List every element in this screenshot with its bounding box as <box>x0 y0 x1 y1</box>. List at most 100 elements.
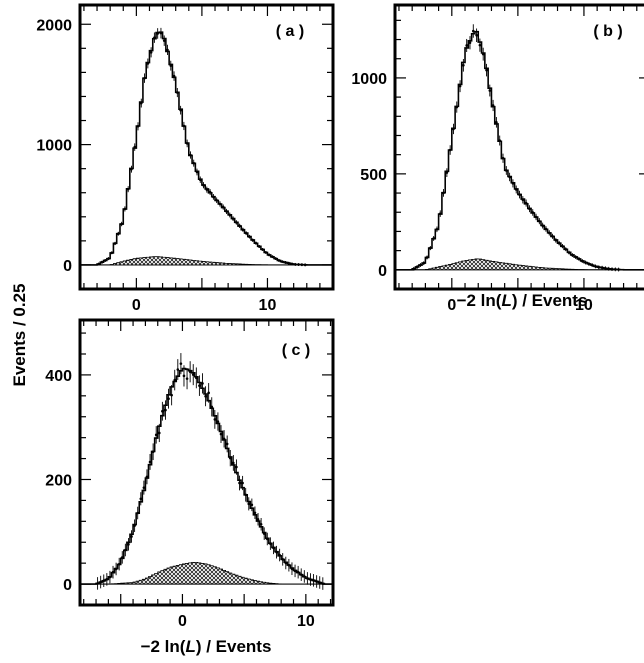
data-point <box>114 567 118 571</box>
data-point <box>136 124 140 128</box>
panel-c-ticks <box>80 320 333 606</box>
data-point <box>435 228 439 231</box>
data-point <box>262 532 266 535</box>
data-point <box>455 105 459 109</box>
data-point <box>290 567 294 570</box>
data-point <box>169 64 173 67</box>
data-point <box>235 221 238 224</box>
data-point <box>159 31 163 35</box>
data-point <box>126 187 130 191</box>
panel-a-ticks <box>80 5 334 290</box>
panel-a-fit-histogram <box>80 31 333 266</box>
data-point <box>600 266 604 270</box>
panel-b-x-tick-label: 10 <box>575 297 593 314</box>
data-point <box>541 224 544 227</box>
data-point <box>272 546 275 550</box>
data-point <box>228 213 232 217</box>
data-point <box>415 265 419 269</box>
panel-c-x-tick-label: 10 <box>297 613 315 630</box>
data-point <box>176 91 179 94</box>
panel-b-y-tick-label: 1000 <box>351 71 387 88</box>
data-point <box>256 517 260 521</box>
data-point <box>215 198 218 202</box>
data-point <box>442 191 445 195</box>
data-point <box>123 207 127 211</box>
data-point <box>265 537 269 541</box>
data-point <box>547 231 551 235</box>
panel-c-y-tick-label: 200 <box>45 472 72 489</box>
data-point <box>518 193 521 196</box>
data-point <box>113 242 117 245</box>
data-point <box>247 502 251 506</box>
data-point <box>514 188 518 191</box>
data-point <box>244 231 248 235</box>
data-point <box>312 579 315 582</box>
data-point <box>524 201 528 205</box>
data-point <box>225 442 229 446</box>
data-point <box>275 550 278 554</box>
data-point <box>139 101 143 105</box>
panel-b-x-axis-label: −2 ln(L) / Events <box>457 291 588 310</box>
data-point <box>293 569 297 573</box>
data-point <box>551 234 554 238</box>
data-point <box>133 145 137 149</box>
data-point <box>574 255 577 259</box>
panel-c-frame <box>78 318 335 607</box>
panel-b-background-area <box>395 258 644 271</box>
data-point <box>143 76 146 80</box>
panel-a-x-tick-label: 0 <box>132 297 141 314</box>
data-point <box>238 224 241 228</box>
data-point <box>241 228 245 232</box>
data-point <box>204 394 207 398</box>
data-point <box>179 108 182 112</box>
data-point <box>561 244 564 248</box>
data-point <box>210 405 214 409</box>
data-point <box>471 29 475 33</box>
panel-b-ticks <box>395 5 644 290</box>
data-point <box>139 497 143 501</box>
data-point <box>269 542 272 545</box>
data-point <box>97 262 100 266</box>
data-point <box>133 524 136 527</box>
data-point <box>231 217 235 220</box>
data-point <box>478 43 482 47</box>
data-point <box>182 124 186 128</box>
data-point <box>422 261 426 265</box>
data-point <box>250 503 254 507</box>
data-point <box>296 570 300 574</box>
data-point <box>213 418 217 421</box>
data-point <box>219 432 223 436</box>
panel-b-y-tick-label: 0 <box>378 263 387 280</box>
data-point <box>267 253 271 257</box>
data-point <box>452 127 455 131</box>
data-point <box>557 241 561 245</box>
data-point <box>594 265 597 268</box>
data-point <box>167 397 170 401</box>
data-point <box>222 437 226 441</box>
data-point <box>564 247 568 251</box>
data-point <box>303 263 307 267</box>
data-point <box>238 481 241 485</box>
data-point <box>244 493 247 497</box>
y-axis-label: Events / 0.25 <box>10 283 29 386</box>
data-point <box>154 433 158 437</box>
data-point <box>458 84 462 88</box>
data-point <box>212 195 215 199</box>
panel-c-y-tick-label: 400 <box>45 368 72 385</box>
panel-b: 0 10 0 500 1000 ( b ) <box>351 3 644 314</box>
panel-a-frame <box>78 3 335 291</box>
data-point <box>225 210 228 213</box>
data-point <box>117 562 121 566</box>
panel-c-y-tick-label: 0 <box>63 577 72 594</box>
data-point <box>462 63 465 67</box>
data-point <box>488 89 492 92</box>
panel-a-x-tick-label: 10 <box>259 297 277 314</box>
panel-c-background-area <box>80 561 333 585</box>
data-point <box>614 268 617 271</box>
data-point <box>610 267 614 271</box>
data-point <box>161 409 164 413</box>
data-point <box>284 561 288 565</box>
panel-a-y-tick-label: 0 <box>63 258 72 275</box>
data-point <box>297 263 300 266</box>
data-point <box>208 190 212 194</box>
